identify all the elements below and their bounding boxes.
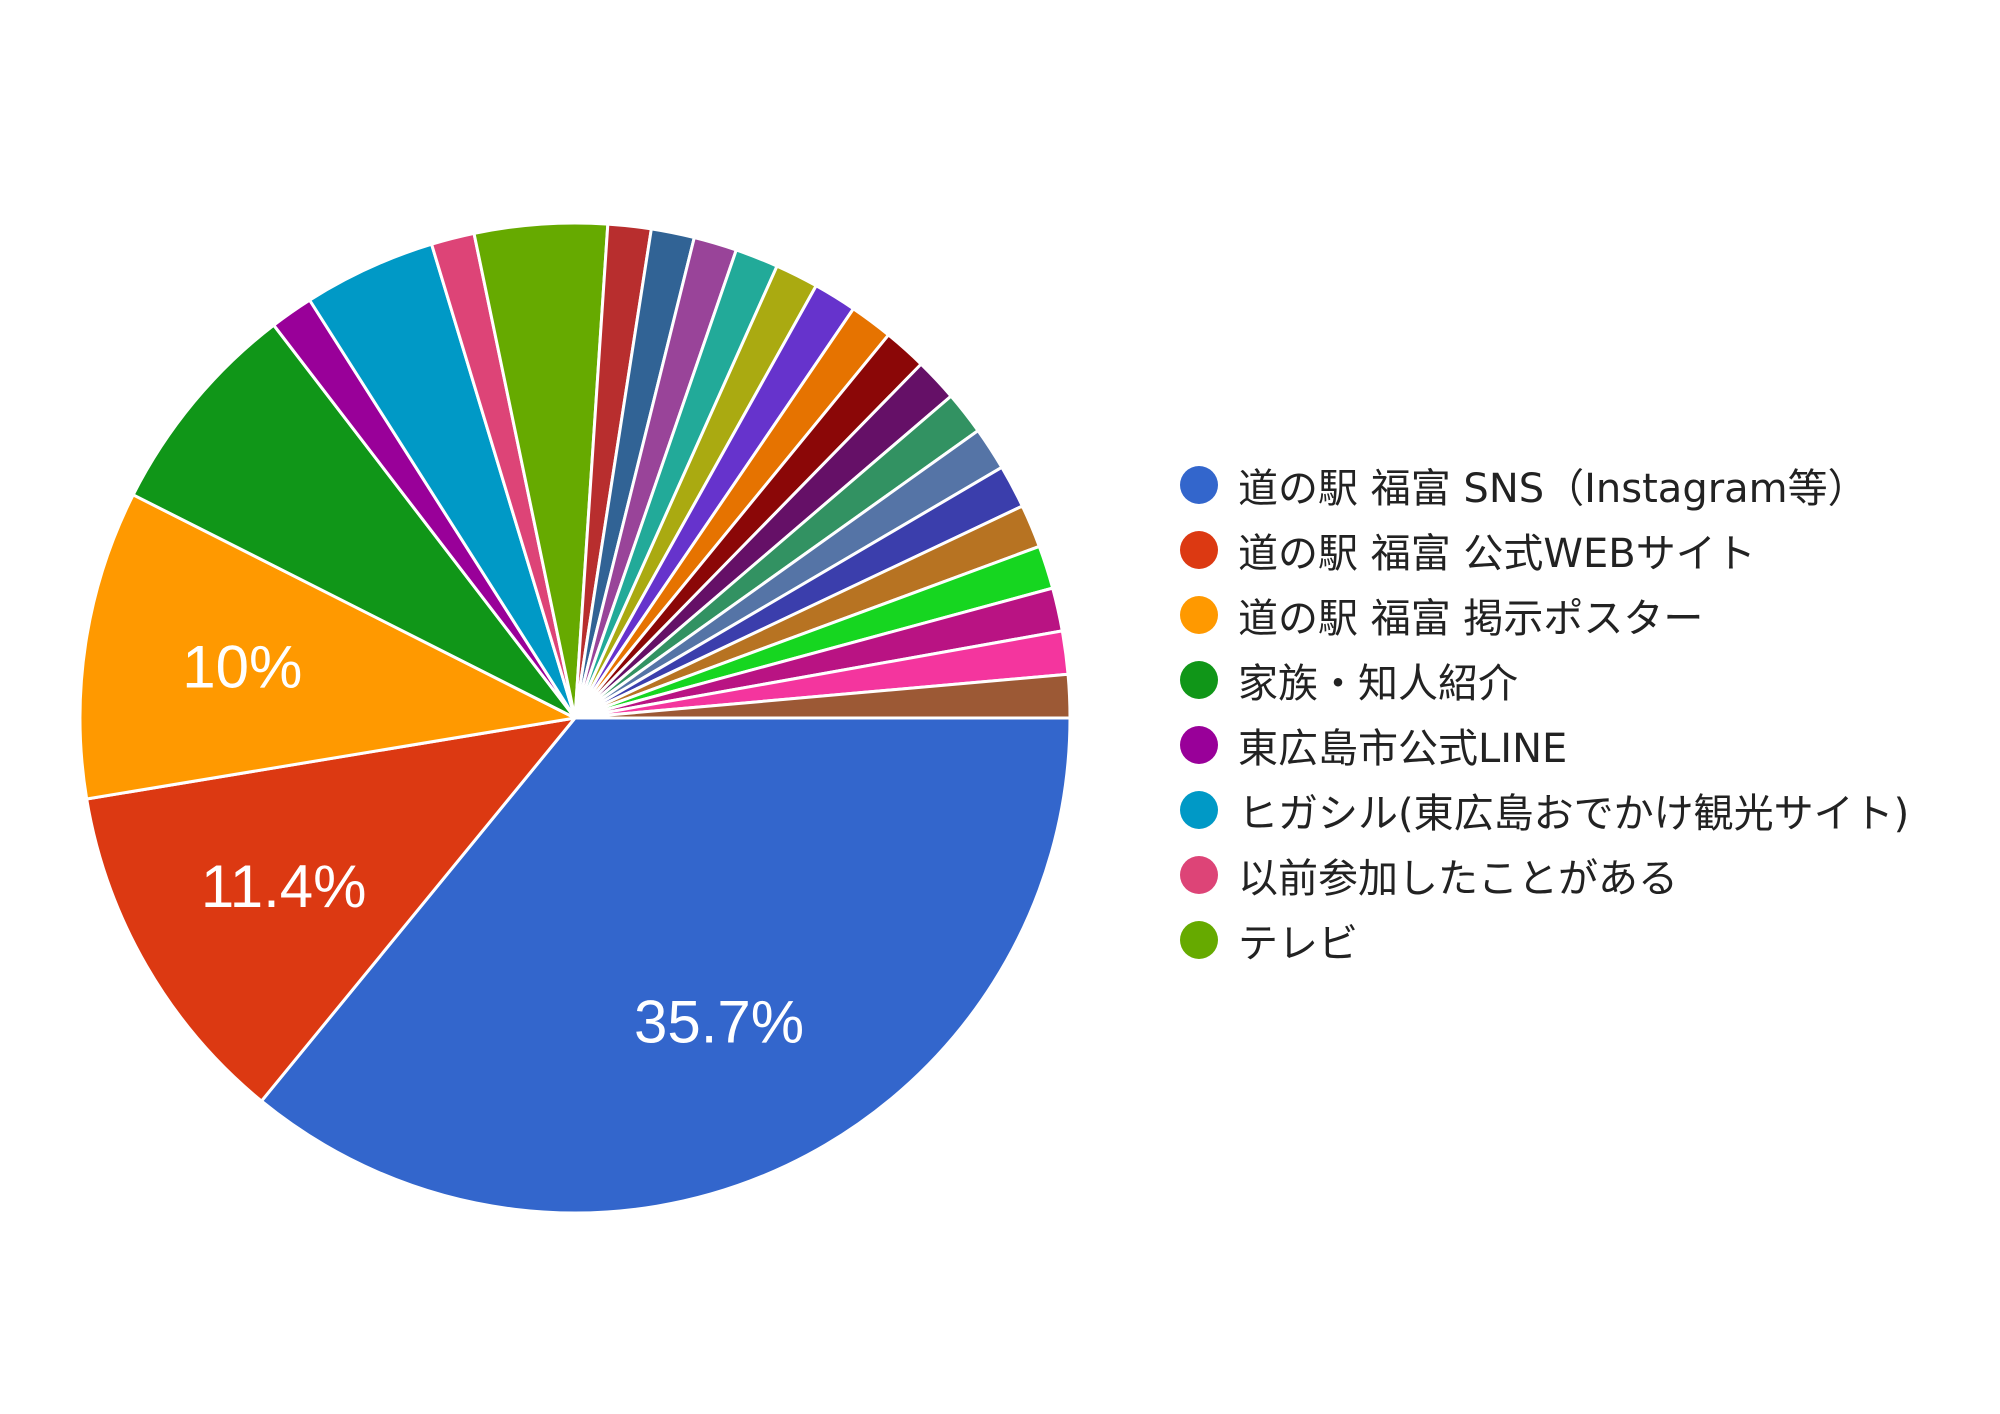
pie-slice[interactable]	[573, 672, 1072, 720]
legend-item[interactable]: 道の駅 福富 掲示ポスター	[1180, 582, 1909, 647]
legend-item[interactable]: 以前参加したことがある	[1180, 842, 1909, 907]
slice-data-label: 10%	[182, 634, 302, 701]
legend-label: 道の駅 福富 掲示ポスター	[1238, 595, 1704, 642]
legend-swatch-icon	[1180, 790, 1218, 829]
legend-swatch-icon	[1180, 530, 1218, 569]
legend-swatch-icon	[1180, 595, 1218, 634]
legend-swatch-icon	[1180, 855, 1218, 894]
legend-item[interactable]: 道の駅 福富 SNS（Instagram等）	[1180, 452, 1909, 517]
legend-swatch-icon	[1180, 725, 1218, 764]
legend-label: ヒガシル(東広島おでかけ観光サイト)	[1238, 790, 1910, 837]
legend-item[interactable]: テレビ	[1180, 907, 1909, 972]
pie-slice[interactable]	[85, 716, 577, 1103]
legend-swatch-icon	[1180, 660, 1218, 699]
slice-data-label: 11.4%	[201, 853, 367, 920]
legend-label: 東広島市公式LINE	[1238, 725, 1568, 772]
legend-label: 道の駅 福富 公式WEBサイト	[1238, 530, 1756, 577]
legend-item[interactable]: 家族・知人紹介	[1180, 647, 1909, 712]
legend-label: 家族・知人紹介	[1238, 660, 1518, 707]
legend-label: 道の駅 福富 SNS（Instagram等）	[1238, 465, 1868, 512]
legend-item[interactable]: ヒガシル(東広島おでかけ観光サイト)	[1180, 777, 1909, 842]
legend-label: 以前参加したことがある	[1238, 855, 1678, 902]
slice-data-label: 35.7%	[634, 989, 804, 1056]
legend-swatch-icon	[1180, 920, 1218, 959]
legend-item[interactable]: 東広島市公式LINE	[1180, 712, 1909, 777]
legend-label: テレビ	[1238, 920, 1358, 967]
legend-swatch-icon	[1180, 465, 1218, 504]
pie-slice[interactable]	[260, 716, 1072, 1215]
legend-item[interactable]: 道の駅 福富 公式WEBサイト	[1180, 517, 1909, 582]
pie-slice[interactable]	[131, 323, 577, 720]
pie-slice[interactable]	[78, 493, 577, 801]
legend: 道の駅 福富 SNS（Instagram等） 道の駅 福富 公式WEBサイト 道…	[1180, 452, 1909, 972]
